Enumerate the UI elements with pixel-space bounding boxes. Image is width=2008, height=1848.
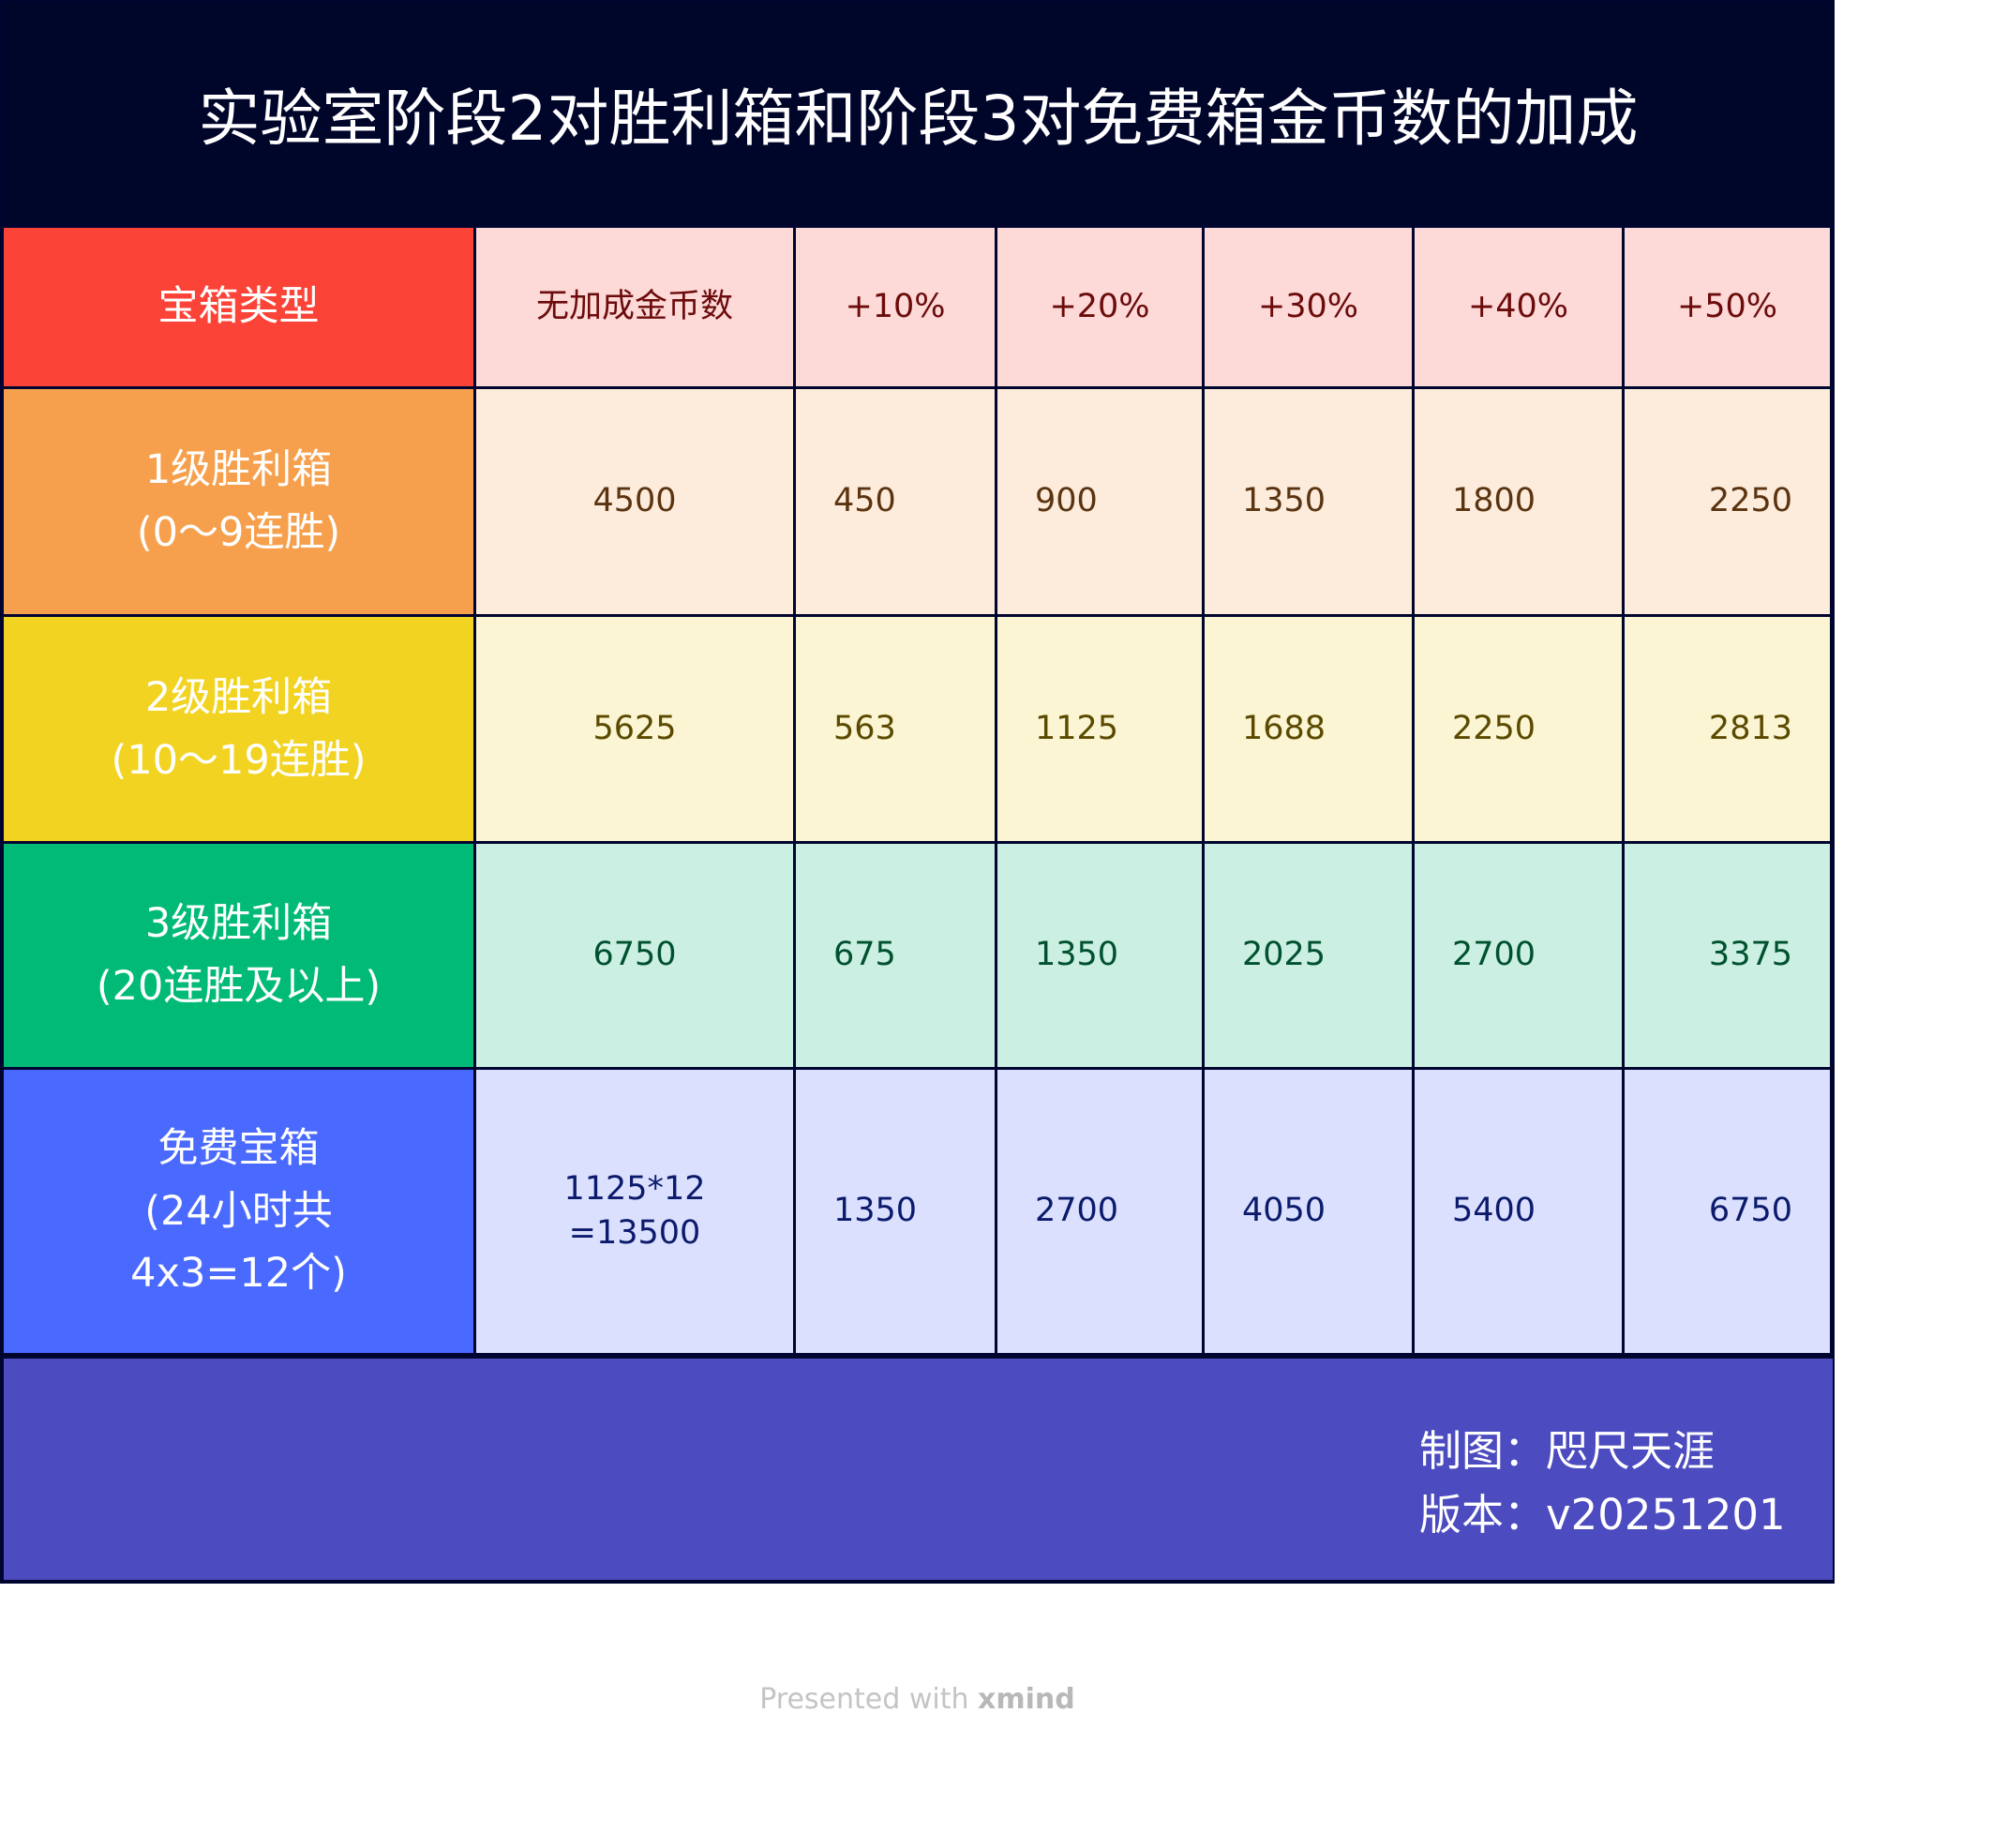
table-cell: 5400 <box>1415 1070 1622 1353</box>
column-header: +20% <box>997 228 1202 386</box>
xmind-logo-text: xmind <box>978 1683 1075 1716</box>
table-cell: 6750 <box>476 844 793 1067</box>
column-header: +40% <box>1415 228 1622 386</box>
table-cell: 4500 <box>476 389 793 614</box>
table-cell: 1688 <box>1205 617 1412 841</box>
table-cell: 6750 <box>1625 1070 1830 1353</box>
page-title: 实验室阶段2对胜利箱和阶段3对免费箱金币数的加成 <box>4 2 1833 225</box>
table-cell: 675 <box>796 844 995 1067</box>
column-header: +30% <box>1205 228 1412 386</box>
table-cell: 1125*12 =13500 <box>476 1070 793 1353</box>
row-level2-label: 2级胜利箱 (10～19连胜) <box>4 617 473 841</box>
table-cell: 3375 <box>1625 844 1830 1067</box>
table-cell: 563 <box>796 617 995 841</box>
row-level1-label: 1级胜利箱 (0～9连胜) <box>4 389 473 614</box>
footer-panel: 制图：咫尺天涯 版本：v20251201 <box>4 1359 1833 1580</box>
table-cell: 1350 <box>1205 389 1412 614</box>
table-cell: 2250 <box>1415 617 1622 841</box>
author-label: 制图：咫尺天涯 <box>1419 1426 1716 1476</box>
column-header: 无加成金币数 <box>476 228 793 386</box>
table-cell: 450 <box>796 389 995 614</box>
credit-prefix: Presented with <box>759 1683 979 1716</box>
table-cell: 4050 <box>1205 1070 1412 1353</box>
table-cell: 900 <box>997 389 1202 614</box>
header-row-label: 宝箱类型 <box>4 228 473 386</box>
table-cell: 1800 <box>1415 389 1622 614</box>
table-cell: 2250 <box>1625 389 1830 614</box>
table-cell: 1350 <box>796 1070 995 1353</box>
row-level3-label: 3级胜利箱 (20连胜及以上) <box>4 844 473 1067</box>
table-cell: 2700 <box>1415 844 1622 1067</box>
version-label: 版本：v20251201 <box>1419 1490 1786 1540</box>
table-cell: 1350 <box>997 844 1202 1067</box>
table-cell: 1125 <box>997 617 1202 841</box>
table-frame: 实验室阶段2对胜利箱和阶段3对免费箱金币数的加成 宝箱类型 无加成金币数 +10% +… <box>0 0 1835 1584</box>
row-free-chest-label: 免费宝箱 (24小时共 4x3=12个) <box>4 1070 473 1353</box>
table-cell: 2025 <box>1205 844 1412 1067</box>
table-cell: 5625 <box>476 617 793 841</box>
column-header: +50% <box>1625 228 1830 386</box>
table-cell: 2813 <box>1625 617 1830 841</box>
table-cell: 2700 <box>997 1070 1202 1353</box>
xmind-credit: Presented with xmind <box>0 1683 1835 1716</box>
column-header: +10% <box>796 228 995 386</box>
